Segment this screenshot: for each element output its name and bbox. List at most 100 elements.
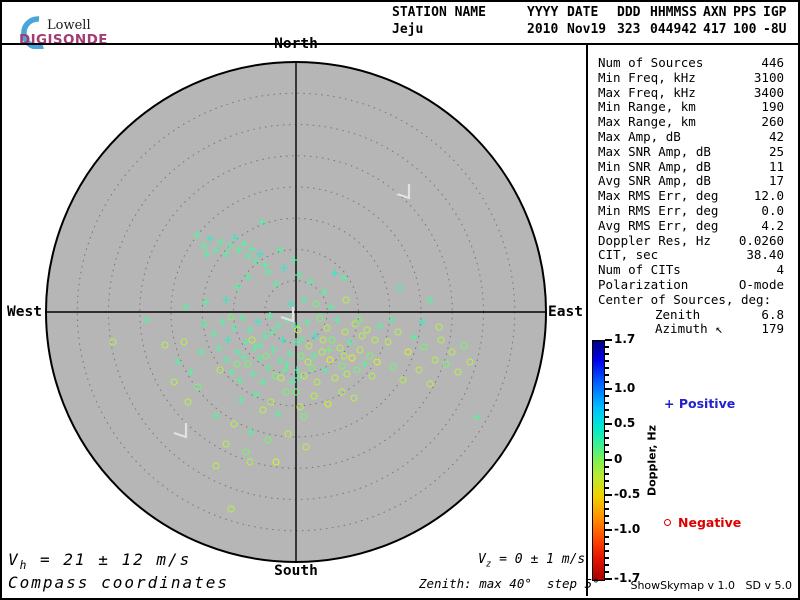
source-point-circle bbox=[316, 314, 324, 322]
source-point-circle bbox=[355, 316, 363, 324]
source-point-plus bbox=[261, 261, 269, 269]
source-point-circle bbox=[404, 348, 412, 356]
source-point-circle bbox=[161, 341, 169, 349]
source-point-plus bbox=[242, 338, 250, 346]
source-point-plus bbox=[300, 296, 308, 304]
stat-label: Max SNR Amp, dB bbox=[598, 143, 711, 159]
stat-value: 6.8 bbox=[761, 306, 784, 322]
stat-label: Polarization bbox=[598, 276, 689, 292]
header-col-value: Jeju bbox=[392, 22, 424, 37]
source-point-plus bbox=[259, 378, 267, 386]
source-point-circle bbox=[271, 372, 279, 380]
source-point-circle bbox=[431, 356, 439, 364]
source-point-circle bbox=[348, 354, 356, 362]
header-col-label: DATE bbox=[567, 5, 599, 20]
colorbar-tick bbox=[605, 395, 609, 398]
source-point-plus bbox=[264, 268, 272, 276]
source-point-circle bbox=[343, 370, 351, 378]
source-point-circle bbox=[394, 328, 402, 336]
zenith-range-note: Zenith: max 40° step 5° bbox=[419, 576, 600, 591]
stat-value: O-mode bbox=[738, 276, 784, 292]
source-point-circle bbox=[356, 346, 364, 354]
lowell-digisonde-logo: Lowell DIGISONDE bbox=[6, 4, 156, 49]
stat-value: 179 bbox=[761, 321, 784, 337]
header-separator bbox=[0, 43, 800, 45]
source-point-circle bbox=[426, 380, 434, 388]
colorbar-tick bbox=[605, 346, 609, 349]
source-point-circle bbox=[415, 366, 423, 374]
source-point-circle bbox=[284, 430, 292, 438]
colorbar-tick bbox=[605, 437, 609, 440]
colorbar-tick bbox=[605, 402, 609, 405]
colorbar-tick bbox=[605, 472, 609, 475]
header-fields: STATION NAME Jeju YYYY 2010 DATE Nov19 DDD 323 H… bbox=[392, 5, 792, 41]
source-points bbox=[109, 218, 481, 513]
stat-row: Num of Sources 446 bbox=[598, 55, 784, 71]
source-point-plus bbox=[396, 284, 404, 292]
source-point-circle bbox=[368, 372, 376, 380]
header-col-label: YYYY bbox=[527, 5, 559, 20]
stat-value: 0.0260 bbox=[738, 232, 784, 248]
circle-marker-icon bbox=[664, 519, 671, 526]
source-point-plus bbox=[244, 273, 252, 281]
source-point-plus bbox=[346, 338, 354, 346]
stat-row: Max Amp, dB 42 bbox=[598, 129, 784, 145]
source-point-circle bbox=[323, 324, 331, 332]
colorbar-tick bbox=[605, 570, 609, 573]
stat-value: 4.2 bbox=[761, 217, 784, 233]
source-point-circle bbox=[384, 338, 392, 346]
velocity-markers bbox=[173, 184, 411, 439]
source-point-circle bbox=[437, 336, 445, 344]
source-point-plus bbox=[286, 350, 294, 358]
colorbar-tick bbox=[605, 430, 609, 433]
colorbar-tick bbox=[605, 339, 612, 341]
source-point-circle bbox=[227, 313, 235, 321]
source-point-circle bbox=[371, 336, 379, 344]
colorbar-tick bbox=[605, 381, 609, 384]
colorbar-tick-label: 0 bbox=[614, 451, 623, 466]
source-point-circle bbox=[313, 378, 321, 386]
colorbar-tick bbox=[605, 535, 609, 538]
header-col-value: -8U bbox=[763, 22, 787, 37]
colorbar-tick bbox=[605, 416, 609, 419]
velocity-check-marker bbox=[173, 423, 188, 439]
colorbar-tick bbox=[605, 367, 609, 370]
source-point-plus bbox=[261, 332, 269, 340]
source-point-plus bbox=[251, 344, 259, 352]
stat-row: Max RMS Err, deg 12.0 bbox=[598, 188, 784, 204]
source-point-plus bbox=[268, 328, 276, 336]
stat-row: Avg SNR Amp, dB 17 bbox=[598, 174, 784, 189]
source-point-plus bbox=[254, 318, 262, 326]
source-point-plus bbox=[247, 428, 255, 436]
source-point-circle bbox=[358, 332, 366, 340]
source-point-circle bbox=[338, 388, 346, 396]
source-point-circle bbox=[350, 394, 358, 402]
source-point-plus bbox=[217, 238, 225, 246]
colorbar-ticks: 1.7 1.0 0.5 0 -0.5 -1.0 -1.7 bbox=[605, 332, 665, 585]
source-point-plus bbox=[266, 312, 274, 320]
stat-value: 4 bbox=[776, 262, 784, 278]
colorbar-tick bbox=[605, 374, 609, 377]
source-point-plus bbox=[333, 316, 341, 324]
source-point-plus bbox=[340, 274, 348, 282]
colorbar-tick bbox=[605, 360, 609, 363]
source-point-plus bbox=[200, 320, 208, 328]
colorbar-tick bbox=[605, 563, 609, 566]
source-point-circle bbox=[353, 366, 361, 374]
stat-value: 3100 bbox=[753, 69, 784, 85]
plus-marker-icon: + bbox=[664, 396, 675, 411]
source-point-circle bbox=[336, 344, 344, 352]
source-point-plus bbox=[252, 390, 260, 398]
legend-positive: + Positive bbox=[664, 396, 735, 411]
stat-row: Zenith 6.8 bbox=[598, 306, 784, 323]
source-point-plus bbox=[288, 378, 296, 386]
source-point-plus bbox=[287, 300, 295, 308]
source-point-plus bbox=[206, 235, 214, 243]
source-point-circle bbox=[448, 348, 456, 356]
compass-west-label: West bbox=[7, 304, 42, 320]
source-point-plus bbox=[200, 242, 208, 250]
source-point-circle bbox=[244, 360, 252, 368]
source-point-plus bbox=[320, 288, 328, 296]
source-point-circle bbox=[300, 413, 308, 421]
